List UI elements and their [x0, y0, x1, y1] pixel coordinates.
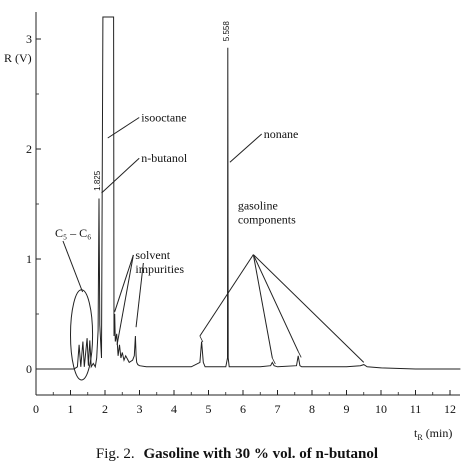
x-tick-label: 10 — [375, 402, 387, 416]
x-tick-label: 12 — [444, 402, 456, 416]
x-axis-label-main: t — [414, 426, 418, 440]
figure-caption: Fig. 2. Gasoline with 30 % vol. of n-but… — [96, 446, 378, 462]
annotation-leader — [114, 254, 134, 312]
annotation-leader — [199, 254, 254, 337]
x-tick-label: 6 — [240, 402, 246, 416]
annotation-label: impurities — [135, 262, 184, 276]
x-axis-label-unit: (min) — [426, 426, 453, 440]
x-tick-label: 3 — [137, 402, 143, 416]
annotation-label: isooctane — [141, 111, 186, 125]
annotation-label: n-butanol — [141, 151, 188, 165]
x-tick-label: 9 — [344, 402, 350, 416]
y-tick-label: 2 — [26, 142, 32, 156]
peak-time-label: 1.825 — [93, 170, 102, 191]
annotation-label: C₅ – C₆ — [55, 226, 91, 240]
annotation-leader — [116, 254, 134, 345]
x-tick-label: 1 — [68, 402, 74, 416]
x-axis-label-sub: R — [417, 433, 423, 442]
annotation-leader — [62, 240, 84, 293]
annotation-leader — [253, 254, 365, 363]
annotation-leader — [229, 133, 263, 163]
y-tick-label: 0 — [26, 362, 32, 376]
x-tick-label: 0 — [33, 402, 39, 416]
annotation-label: gasoline — [238, 199, 278, 213]
annotation-leader-foot — [271, 357, 276, 365]
annotation-leader — [101, 157, 140, 194]
annotation-leader-foot — [199, 335, 204, 343]
x-axis-label: tR (min) — [414, 426, 452, 442]
x-tick-label: 2 — [102, 402, 108, 416]
peak-time-label: 5.558 — [222, 21, 231, 42]
annotation-leader — [252, 254, 299, 352]
caption-prefix: Fig. 2. — [96, 446, 139, 462]
x-tick-label: 4 — [171, 402, 177, 416]
x-tick-label: 7 — [275, 402, 281, 416]
annotation-label: solvent — [135, 248, 170, 262]
c5-c6-ellipse — [70, 289, 94, 381]
annotation-leader — [252, 254, 273, 359]
y-axis-label: R (V) — [4, 51, 32, 65]
annotation-label: nonane — [264, 127, 299, 141]
annotation-label: components — [238, 213, 296, 227]
caption-text: Gasoline with 30 % vol. of n-butanol — [143, 446, 378, 462]
annotation-leader — [107, 117, 140, 139]
y-tick-label: 1 — [26, 252, 32, 266]
annotation-leader — [135, 262, 144, 328]
x-tick-label: 5 — [206, 402, 212, 416]
series-trace — [36, 16, 461, 370]
x-tick-label: 8 — [309, 402, 315, 416]
annotation-leader-foot — [297, 351, 302, 358]
x-tick-label: 11 — [410, 402, 422, 416]
y-tick-label: 3 — [26, 32, 32, 46]
